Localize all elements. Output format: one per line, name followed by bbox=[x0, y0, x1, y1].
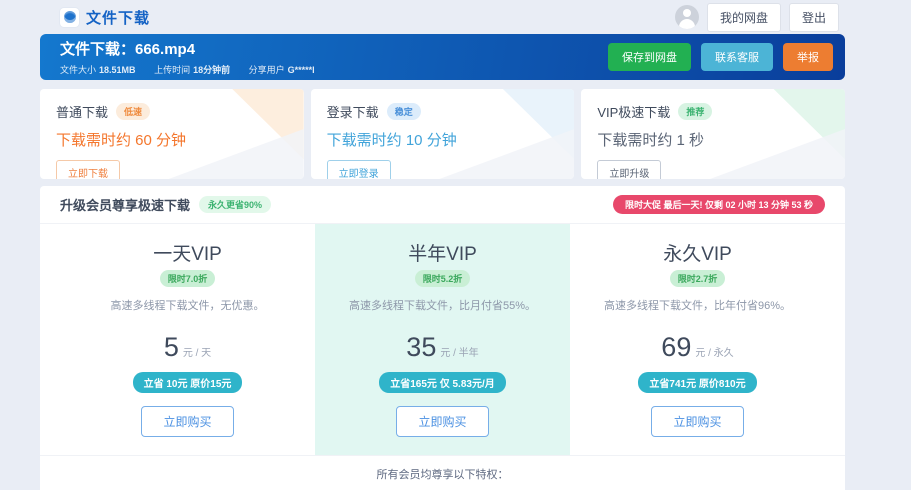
vip-panel-header: 升级会员尊享极速下载 永久更省90% 限时大促 最后一天! 仅剩 02 小时 1… bbox=[40, 186, 845, 224]
savings-badge: 立省741元 原价810元 bbox=[638, 372, 757, 393]
login-now-button[interactable]: 立即登录 bbox=[326, 160, 391, 179]
download-eta: 下载需时约 60 分钟 bbox=[56, 132, 187, 149]
report-button[interactable]: 举报 bbox=[783, 43, 833, 71]
discount-badge: 限时5.2折 bbox=[414, 270, 471, 287]
option-card-normal-download: 普通下载 低速 下载需时约 60 分钟 立即下载 bbox=[40, 89, 304, 179]
vip-panel-title: 升级会员尊享极速下载 bbox=[60, 198, 191, 213]
plan-description: 高速多线程下载文件，无优惠。 bbox=[110, 300, 265, 312]
download-now-button[interactable]: 立即下载 bbox=[56, 160, 120, 179]
option-card-vip-download: VIP极速下载 推荐 下载需时约 1 秒 立即升级 bbox=[581, 89, 846, 179]
file-banner: 文件下载：666.mp4 文件大小 18.51MB 上传时间 18分钟前 分享用户 G… bbox=[40, 34, 845, 80]
buy-now-button[interactable]: 立即购买 bbox=[141, 406, 234, 437]
plan-name: 一天VIP bbox=[153, 244, 222, 265]
file-title: 文件下载：666.mp4 bbox=[60, 41, 196, 58]
savings-badge: 立省 10元 原价15元 bbox=[132, 372, 243, 393]
site-title: 文件下载 bbox=[86, 9, 151, 27]
plan-card-forever: 永久VIP 限时2.7折 高速多线程下载文件，比年付省96%。 69 元 / 永久… bbox=[570, 224, 825, 455]
option-title: 普通下载 bbox=[56, 105, 109, 120]
download-eta: 下载需时约 1 秒 bbox=[597, 132, 705, 149]
file-banner-info: 文件下载：666.mp4 文件大小 18.51MB 上传时间 18分钟前 分享用户 G… bbox=[60, 38, 331, 76]
price-amount: 5 bbox=[163, 332, 179, 362]
countdown-badge: 限时大促 最后一天! 仅剩 02 小时 13 分钟 53 秒 bbox=[612, 195, 825, 214]
content: 文件下载：666.mp4 文件大小 18.51MB 上传时间 18分钟前 分享用户 G… bbox=[40, 34, 846, 490]
plan-description: 高速多线程下载文件，比年付省96%。 bbox=[603, 300, 791, 312]
price-unit: 元 / 永久 bbox=[695, 348, 734, 359]
discount-badge: 限时7.0折 bbox=[159, 270, 216, 287]
upgrade-now-button[interactable]: 立即升级 bbox=[597, 160, 662, 179]
contact-support-button[interactable]: 联系客服 bbox=[701, 43, 773, 71]
option-title: 登录下载 bbox=[326, 105, 379, 120]
my-drive-button[interactable]: 我的网盘 bbox=[706, 2, 781, 32]
price-amount: 69 bbox=[661, 332, 692, 362]
save-to-drive-button[interactable]: 保存到网盘 bbox=[608, 43, 691, 71]
price-amount: 35 bbox=[406, 332, 437, 362]
plan-name: 半年VIP bbox=[408, 244, 477, 265]
logout-button[interactable]: 登出 bbox=[788, 2, 839, 32]
file-size: 文件大小 18.51MB bbox=[60, 65, 136, 75]
vip-panel: 升级会员尊享极速下载 永久更省90% 限时大促 最后一天! 仅剩 02 小时 1… bbox=[40, 186, 845, 490]
price-unit: 元 / 半年 bbox=[440, 348, 479, 359]
perks-title: 所有会员均尊享以下特权： bbox=[376, 469, 509, 481]
file-meta: 文件大小 18.51MB 上传时间 18分钟前 分享用户 G*****l bbox=[60, 63, 331, 76]
speed-badge: 稳定 bbox=[386, 103, 421, 120]
plan-card-half-year: 半年VIP 限时5.2折 高速多线程下载文件，比月付省55%。 35 元 / 半年… bbox=[315, 224, 570, 455]
price-unit: 元 / 天 bbox=[182, 348, 212, 359]
vip-perks: 所有会员均尊享以下特权： ✔ VIP极速下载通道 ✔ 多文件同时下载 ✔ 去除弹… bbox=[40, 455, 845, 490]
savings-badge: 立省165元 仅 5.83元/月 bbox=[379, 372, 506, 393]
option-card-login-download: 登录下载 稳定 下载需时约 10 分钟 立即登录 bbox=[310, 89, 575, 179]
download-options: 普通下载 低速 下载需时约 60 分钟 立即下载 登录下载 稳定 下载需时约 1… bbox=[40, 89, 846, 179]
discount-badge: 限时2.7折 bbox=[669, 270, 726, 287]
banner-actions: 保存到网盘 联系客服 举报 bbox=[608, 43, 833, 71]
logo-icon bbox=[60, 7, 79, 27]
topbar: 文件下载 我的网盘 登出 bbox=[0, 0, 911, 32]
plan-description: 高速多线程下载文件，比月付省55%。 bbox=[348, 300, 536, 312]
speed-badge: 低速 bbox=[116, 103, 151, 120]
upload-time: 上传时间 18分钟前 bbox=[154, 65, 231, 75]
buy-now-button[interactable]: 立即购买 bbox=[651, 406, 744, 437]
plan-price: 69 元 / 永久 bbox=[570, 332, 825, 363]
topbar-right: 我的网盘 登出 bbox=[674, 2, 839, 32]
download-eta: 下载需时约 10 分钟 bbox=[326, 132, 457, 149]
plan-price: 35 元 / 半年 bbox=[315, 332, 570, 363]
forever-discount-badge: 永久更省90% bbox=[199, 196, 272, 213]
brand: 文件下载 bbox=[60, 7, 150, 28]
speed-badge: 推荐 bbox=[678, 103, 713, 120]
option-title: VIP极速下载 bbox=[597, 105, 671, 120]
plan-name: 永久VIP bbox=[663, 244, 732, 265]
share-user: 分享用户 G*****l bbox=[248, 65, 315, 75]
user-avatar-icon bbox=[674, 5, 699, 29]
buy-now-button[interactable]: 立即购买 bbox=[396, 406, 489, 437]
